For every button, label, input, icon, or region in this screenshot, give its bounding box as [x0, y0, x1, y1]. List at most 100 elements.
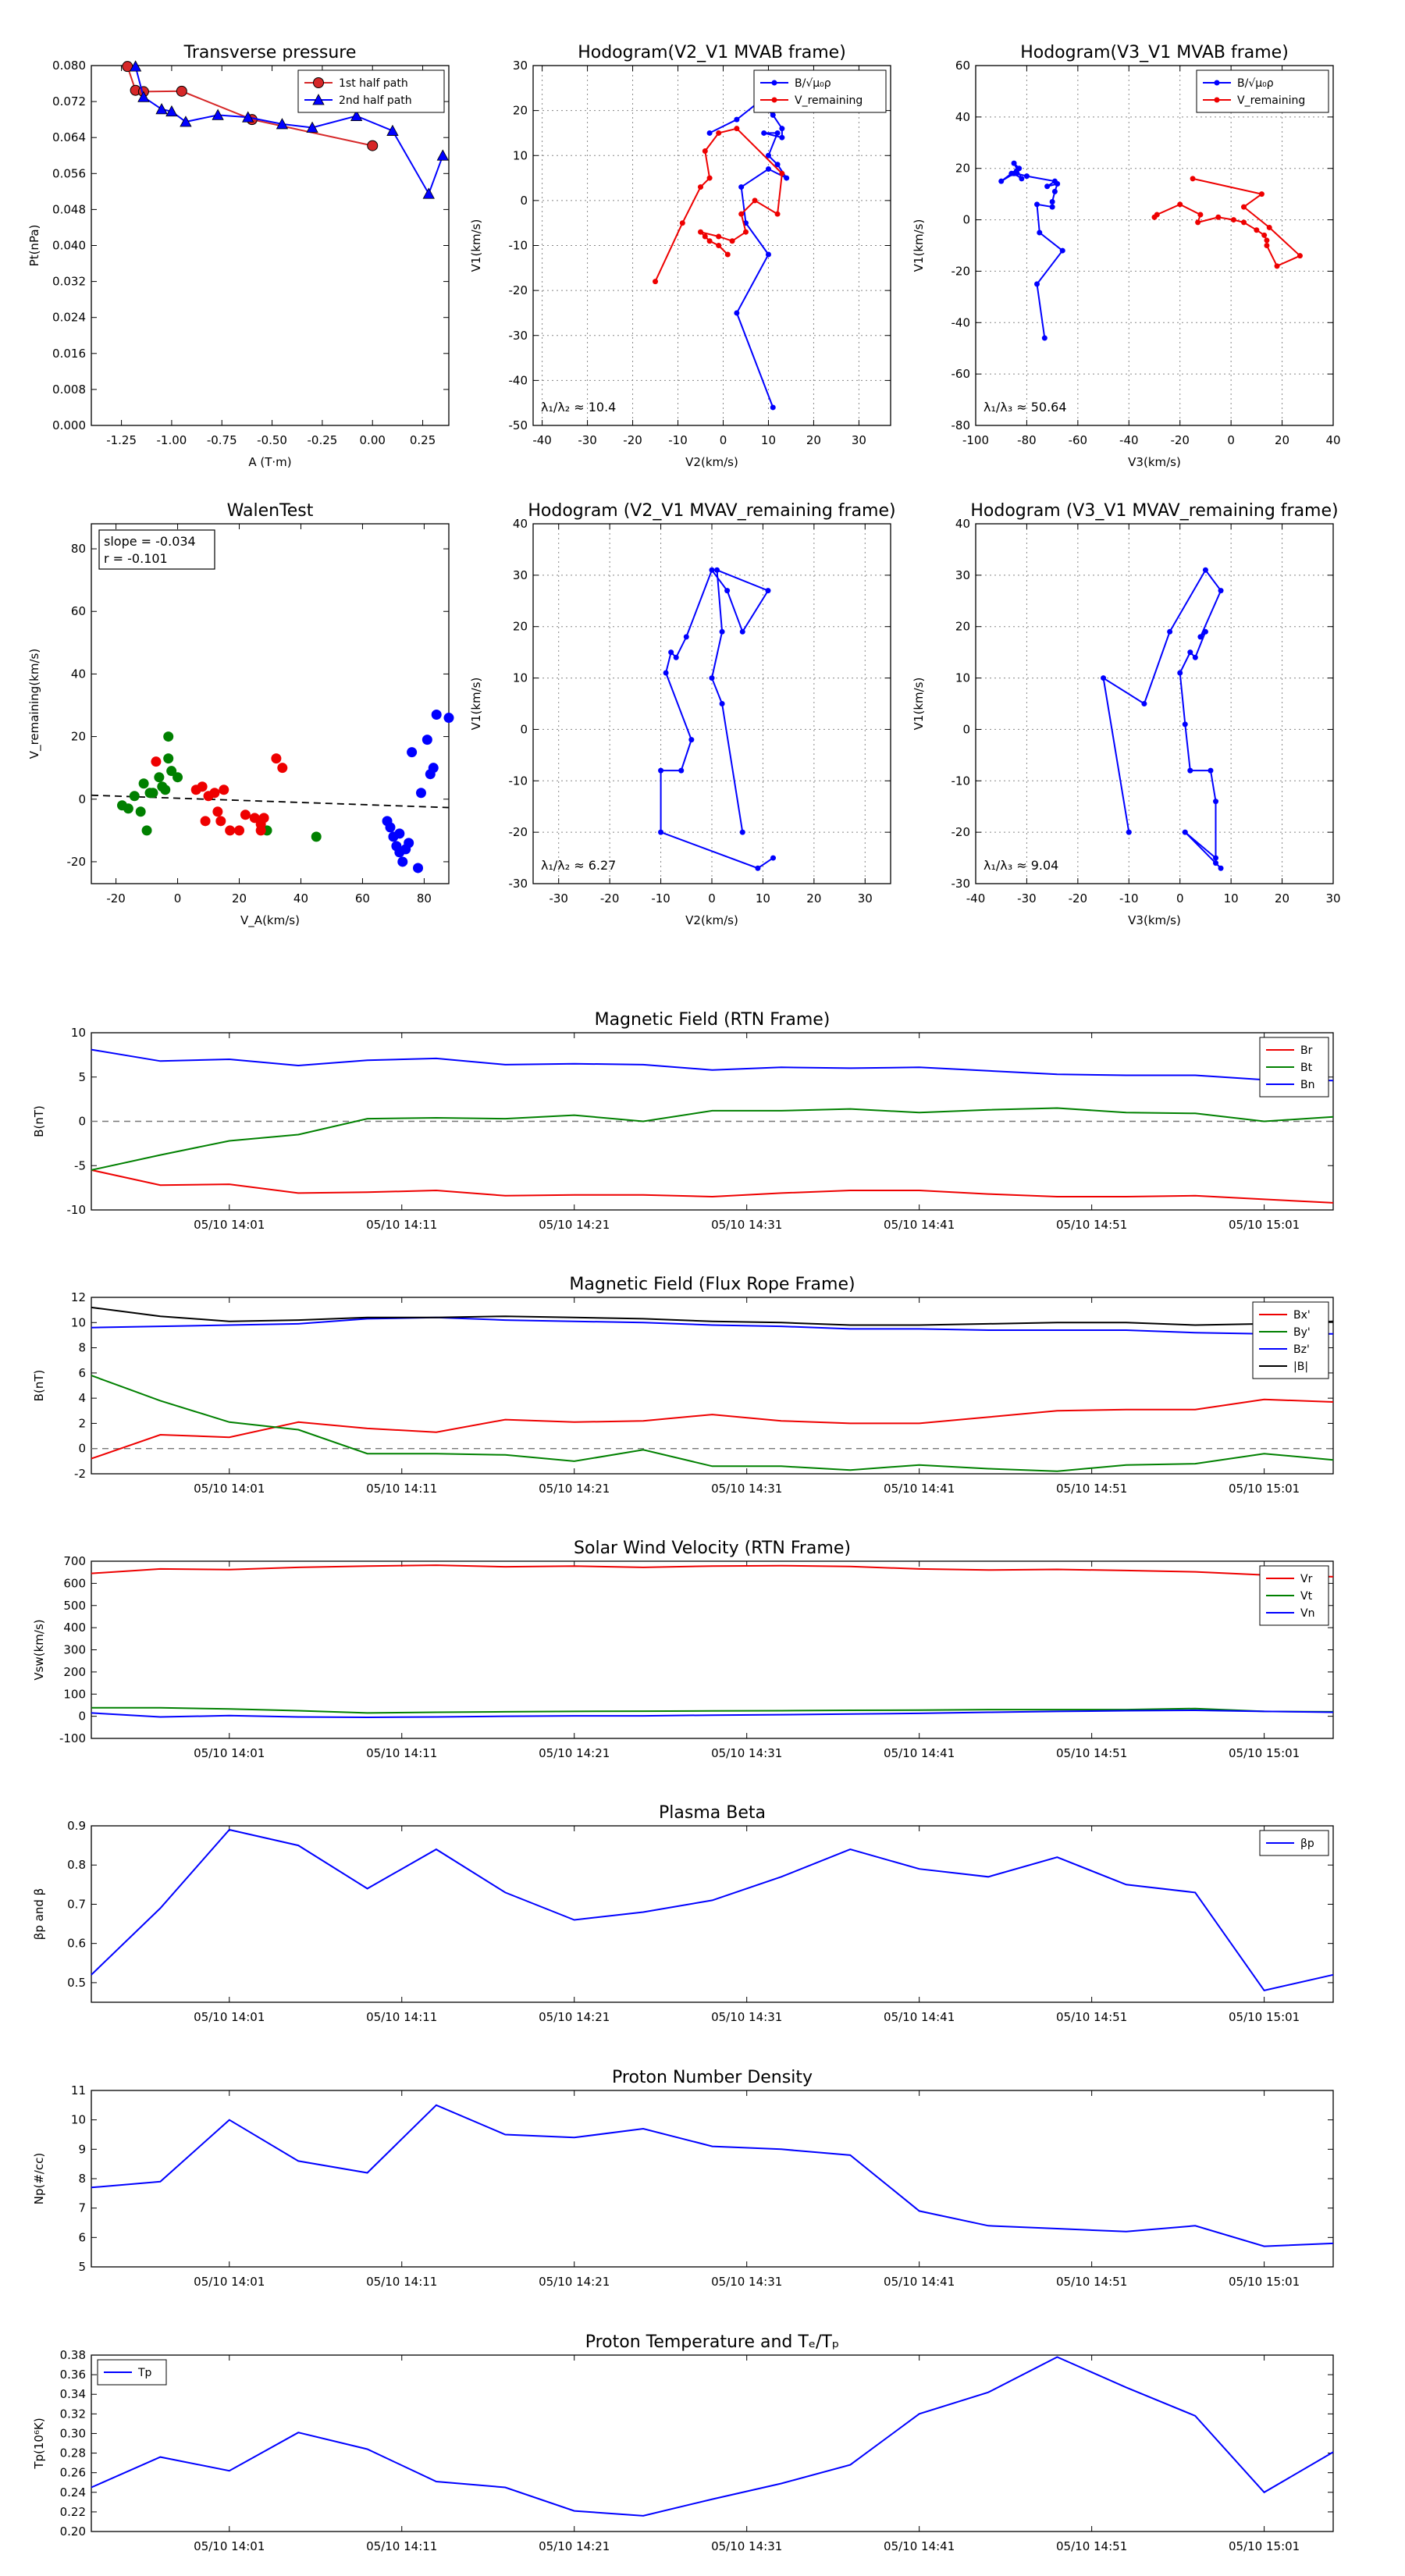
data-point: [1264, 243, 1270, 248]
y-tick-label: 0.008: [52, 382, 86, 397]
x-tick-label: 0.00: [360, 433, 386, 447]
y-tick-label: -5: [74, 1158, 86, 1172]
x-tick-label: -40: [1119, 433, 1139, 447]
legend-label: Vt: [1300, 1590, 1313, 1603]
data-point: [779, 134, 785, 141]
scatter-point-red: [219, 785, 229, 795]
x-tick-label: 05/10 14:31: [711, 2539, 782, 2553]
data-point: [1195, 219, 1201, 226]
x-tick-label: 05/10 14:21: [539, 1482, 610, 1496]
data-point: [724, 251, 731, 258]
scatter-point-red: [255, 825, 266, 836]
data-point: [1008, 170, 1015, 176]
data-point: [1167, 628, 1173, 635]
scatter-point-green: [311, 831, 322, 842]
y-tick-label: 10: [71, 2113, 86, 2127]
data-point: [734, 116, 740, 123]
scatter-point-red: [151, 756, 162, 767]
data-point: [350, 109, 363, 121]
data-point: [1215, 214, 1222, 220]
chart-p5: Hodogram (V2_V1 MVAV_remaining frame) -30…: [469, 501, 896, 927]
scatter-point-green: [129, 791, 140, 802]
y-tick-label: 0.24: [60, 2485, 86, 2500]
axes-frame: [91, 1297, 1334, 1475]
y-tick-label: 40: [955, 110, 970, 124]
y-tick-label: 30: [513, 59, 528, 73]
x-tick-label: 05/10 14:11: [366, 1746, 437, 1760]
y-tick-label: 0: [78, 792, 86, 806]
chart-title: Solar Wind Velocity (RTN Frame): [574, 1539, 851, 1558]
scatter-point-blue: [397, 856, 408, 867]
data-point: [1213, 799, 1219, 805]
data-point: [702, 233, 708, 240]
data-point: [716, 243, 722, 248]
y-tick-label: 8: [78, 2172, 86, 2186]
x-tick-label: 05/10 15:01: [1229, 1218, 1300, 1232]
data-point: [716, 233, 722, 240]
series-line-Br: [91, 1169, 1334, 1204]
data-point: [176, 85, 187, 97]
data-point: [1019, 176, 1025, 182]
y-tick-label: 11: [71, 2083, 86, 2097]
y-axis-label: Pt(nPa): [27, 225, 41, 267]
chart-p3: Hodogram(V3_V1 MVAB frame) -80 -60 -40 -20 0 2…: [912, 43, 1341, 469]
data-point: [1187, 649, 1193, 656]
y-tick-label: 0.080: [52, 59, 86, 73]
data-point: [1241, 204, 1247, 210]
series-line-Bx': [91, 1398, 1334, 1460]
scatter-point-green: [173, 772, 183, 783]
scatter-point-red: [209, 788, 220, 799]
y-tick-label: -30: [509, 877, 528, 891]
data-point: [367, 140, 379, 151]
scatter-point-red: [215, 816, 226, 827]
x-tick-label: -20: [1069, 891, 1088, 906]
data-point: [1013, 168, 1019, 174]
chart-ts1: Magnetic Field (RTN Frame) -10 -5 0 5 10 05/10…: [32, 1010, 1334, 1232]
data-point: [1023, 173, 1030, 180]
y-tick-label: 0.000: [52, 418, 86, 432]
data-point: [1261, 232, 1268, 238]
y-tick-label: 0.22: [60, 2505, 86, 2519]
data-point: [658, 767, 664, 774]
x-tick-label: -10: [668, 433, 688, 447]
data-point: [738, 184, 745, 190]
x-tick-label: 05/10 15:01: [1229, 1482, 1300, 1496]
chart-p2: Hodogram(V2_V1 MVAB frame) -50 -40 -30 -20 -1…: [469, 43, 891, 469]
data-point: [1011, 160, 1017, 166]
axes-frame: [91, 1560, 1334, 1739]
data-point: [706, 238, 713, 244]
y-axis-label: B(nT): [32, 1370, 46, 1402]
y-tick-label: 0: [520, 194, 528, 208]
annotation-frame: [98, 529, 215, 570]
y-tick-label: -20: [951, 825, 971, 839]
legend-label: Bt: [1300, 1062, 1313, 1074]
data-point: [765, 251, 771, 258]
y-tick-label: 400: [63, 1621, 86, 1635]
series-line-βp: [91, 1828, 1334, 1992]
x-tick-label: 05/10 14:11: [366, 2275, 437, 2289]
data-point: [1197, 212, 1204, 218]
y-tick-label: 0.016: [52, 347, 86, 361]
y-tick-label: -20: [951, 264, 971, 278]
y-tick-label: 0.20: [60, 2524, 86, 2539]
data-point: [668, 649, 674, 656]
data-point: [1037, 229, 1043, 236]
y-tick-label: 4: [78, 1391, 86, 1405]
data-point: [212, 109, 224, 120]
x-tick-label: -30: [1017, 891, 1037, 906]
data-point: [1197, 634, 1204, 640]
y-tick-label: 12: [71, 1290, 86, 1304]
x-tick-label: 0: [1227, 433, 1235, 447]
scatter-point-red: [249, 813, 260, 824]
chart-p6: Hodogram (V3_V1 MVAV_remaining frame) -30…: [912, 501, 1341, 927]
y-tick-label: 10: [71, 1315, 86, 1329]
y-axis-label: V1(km/s): [469, 219, 483, 272]
scatter-point-red: [197, 781, 208, 792]
y-tick-label: -20: [509, 825, 528, 839]
scatter-point-red: [240, 809, 251, 820]
scatter-point-green: [123, 803, 133, 814]
chart-ts3: Solar Wind Velocity (RTN Frame) -100 0 100 2…: [32, 1539, 1334, 1760]
y-tick-label: 20: [513, 620, 528, 634]
scatter-point-blue: [407, 747, 418, 758]
